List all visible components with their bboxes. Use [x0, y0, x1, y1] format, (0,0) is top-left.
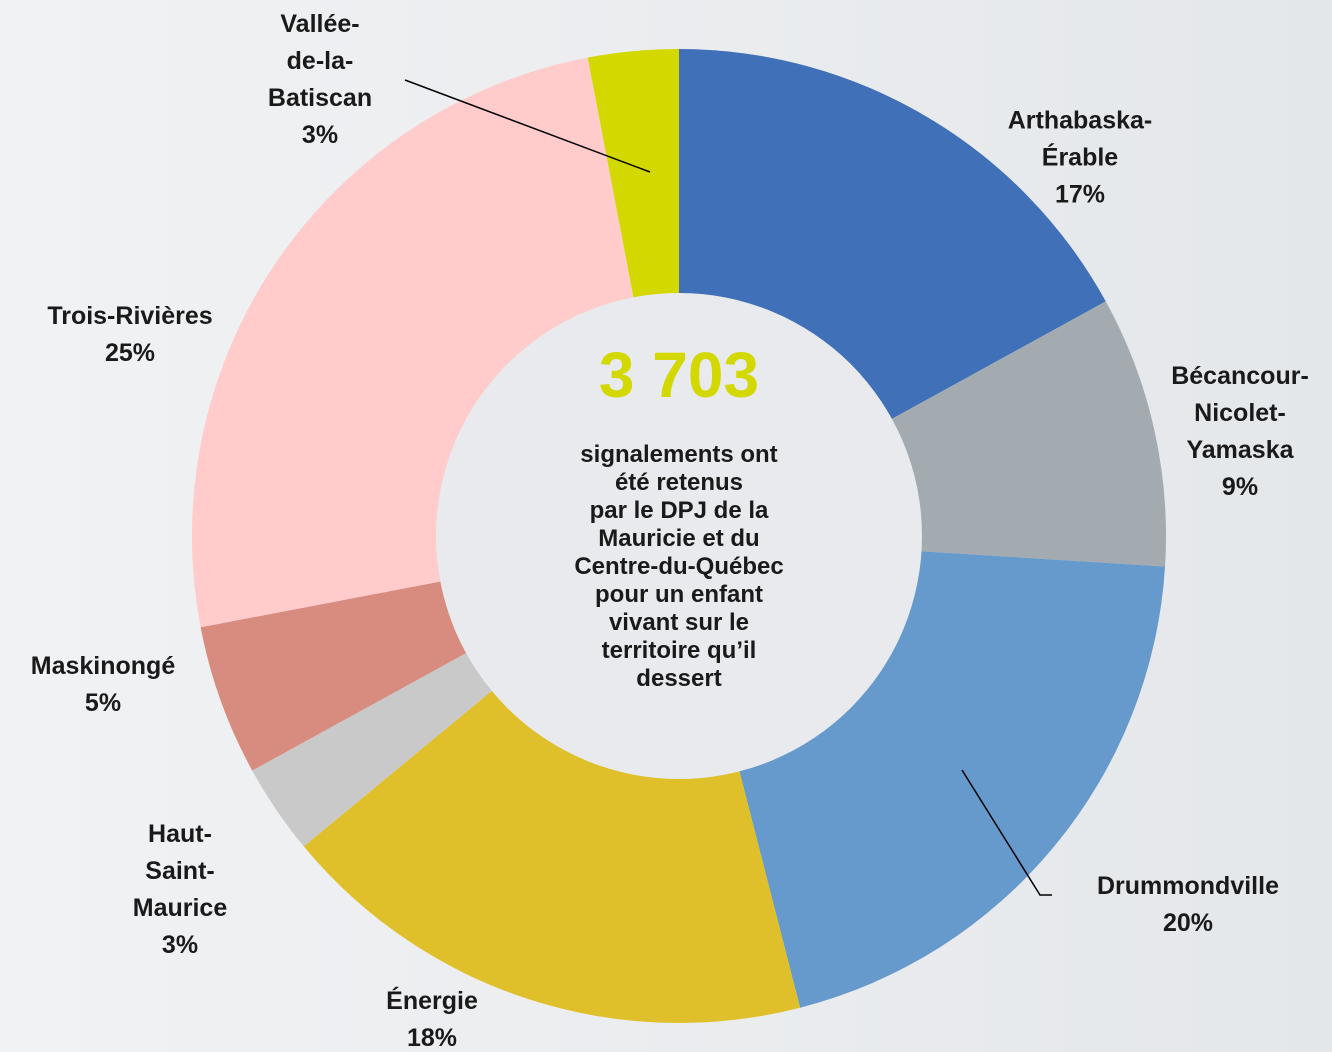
value-label: 9%	[1221, 473, 1259, 501]
category-label: Haut- Saint- Maurice	[132, 820, 228, 922]
category-label: Arthabaska- Érable	[1007, 106, 1153, 172]
category-label: Maskinongé	[30, 652, 176, 680]
slice-label: Haut- Saint- Maurice 3%	[133, 816, 227, 964]
center-text: signalements ont été retenus par le DPJ …	[574, 441, 784, 692]
slice-label: Énergie 18%	[386, 983, 478, 1052]
category-label: Trois-Rivières	[47, 302, 213, 330]
value-label: 5%	[84, 689, 122, 717]
value-label: 25%	[104, 339, 156, 367]
slice-label: Vallée- de-la- Batiscan 3%	[268, 6, 372, 154]
leader-line	[961, 769, 1052, 896]
value-label: 3%	[161, 931, 199, 959]
category-label: Énergie	[386, 987, 478, 1015]
value-label: 20%	[1162, 909, 1214, 937]
category-label: Vallée- de-la- Batiscan	[267, 10, 373, 112]
slice-label: Arthabaska- Érable 17%	[1008, 103, 1153, 214]
category-label: Drummondville	[1097, 872, 1279, 900]
value-label: 17%	[1054, 180, 1106, 209]
value-label: 18%	[406, 1024, 458, 1052]
center-value: 3 703	[598, 339, 760, 411]
center-hole	[436, 293, 922, 779]
leader-line	[404, 79, 651, 173]
category-label: Bécancour- Nicolet- Yamaska	[1171, 362, 1309, 464]
slice-label: Drummondville 20%	[1097, 868, 1279, 942]
slice-label: Bécancour- Nicolet- Yamaska 9%	[1171, 358, 1309, 506]
value-label: 3%	[301, 121, 339, 149]
slice-label: Maskinongé 5%	[31, 648, 175, 722]
slice-label: Trois-Rivières 25%	[47, 298, 212, 372]
